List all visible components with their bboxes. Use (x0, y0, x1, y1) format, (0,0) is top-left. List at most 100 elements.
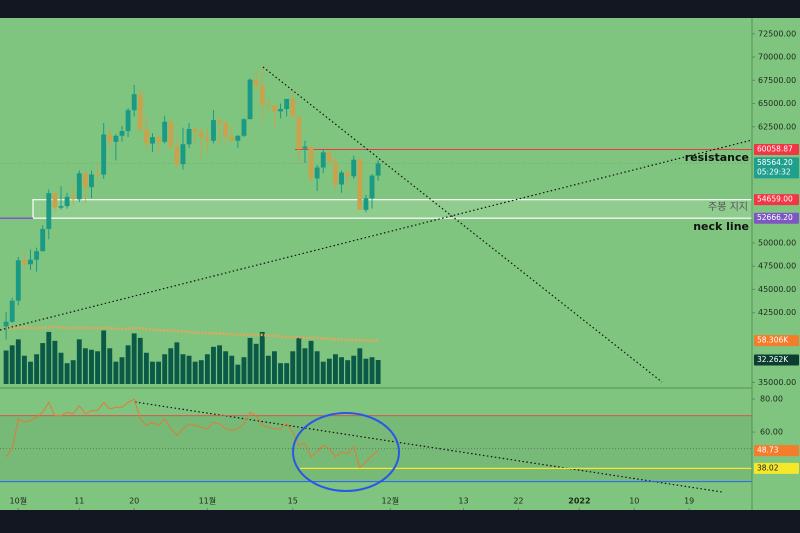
candle-body (34, 251, 40, 260)
price-tag: 52666.20 (757, 213, 793, 222)
candle-body (247, 79, 253, 120)
y-tick-label: 47500.00 (758, 262, 796, 271)
volume-ma-tag-box (754, 335, 799, 347)
rsi-tick-label: 60.00 (760, 428, 783, 437)
candle-body (351, 159, 357, 177)
candle-body (272, 105, 277, 112)
volume-bar (308, 340, 314, 384)
x-tick-label: 19 (684, 497, 694, 506)
price-tag: 54659.00 (757, 195, 793, 204)
volume-bar (369, 357, 375, 384)
countdown: 05:29:32 (757, 167, 791, 176)
x-tick-label: 22 (513, 497, 523, 506)
y-tick-label: 70000.00 (758, 53, 796, 62)
rsi-tick-label: 80.00 (760, 395, 783, 404)
rsi-band (0, 415, 752, 482)
candle-body (284, 98, 290, 110)
x-tick-label: 10월 (10, 496, 28, 506)
candle-body (156, 137, 162, 142)
candle-body (125, 110, 131, 132)
candle-body (46, 193, 52, 229)
volume-bar (76, 339, 82, 384)
volume-bar (241, 357, 247, 384)
candle-body (198, 132, 204, 138)
candle-body (296, 116, 302, 149)
volume-bar (9, 345, 15, 384)
price-tag-box (754, 194, 799, 206)
volume-bar (52, 340, 58, 384)
candle-body (375, 163, 381, 176)
trend-line (262, 66, 663, 383)
volume-bar (253, 343, 259, 384)
volume-bar (21, 355, 27, 384)
candle-body (168, 121, 174, 147)
volume-bar (320, 361, 326, 384)
y-tick-label: 62500.00 (758, 122, 796, 131)
volume-bar (339, 357, 344, 384)
candle-body (357, 159, 363, 210)
candle-body (137, 94, 143, 130)
volume-bar (89, 349, 94, 384)
candle-body (223, 122, 229, 137)
volume-bar (28, 361, 33, 384)
volume-bar (3, 350, 9, 384)
rsi-line (5, 398, 379, 469)
volume-bar (278, 363, 283, 384)
volume-bar (229, 355, 235, 384)
candle-body (21, 260, 27, 265)
y-tick-label: 42500.00 (758, 308, 796, 317)
candle-body (58, 206, 64, 208)
volume-bar (345, 360, 351, 384)
volume-bar (259, 331, 265, 384)
rsi-tag-box (754, 445, 799, 457)
candle-body (302, 146, 308, 149)
volume-bar (186, 355, 192, 384)
candle-body (143, 129, 149, 144)
x-tick-label: 15 (288, 497, 298, 506)
volume-bar (64, 363, 70, 384)
support-zone (32, 199, 753, 219)
candle-body (217, 120, 223, 123)
price-tag-box (754, 143, 799, 155)
candle-body (107, 134, 113, 142)
volume-bar (284, 363, 290, 384)
volume-bar (40, 343, 46, 384)
volume-bar (223, 351, 229, 384)
candle-body (89, 174, 94, 188)
candle-body (235, 135, 241, 141)
candle-body (131, 94, 137, 111)
volume-bar (101, 330, 107, 384)
volume-bar (217, 345, 223, 384)
volume-bar (235, 364, 241, 384)
volume-bar (333, 354, 338, 384)
candle-body (345, 172, 351, 177)
y-tick-label: 67500.00 (758, 76, 796, 85)
candle-body (363, 198, 369, 210)
x-tick-label: 11 (74, 497, 84, 506)
candle-body (320, 152, 326, 168)
y-tick-label: 72500.00 (758, 29, 796, 38)
candle-body (278, 109, 283, 112)
candle-body (241, 119, 247, 136)
candle-body (15, 260, 21, 301)
candle-body (259, 85, 265, 105)
candle-body (82, 173, 88, 188)
volume-bar (375, 359, 381, 384)
volume-bar (168, 348, 174, 384)
candle-body (290, 98, 296, 117)
volume-bar (137, 337, 143, 384)
candle-body (3, 321, 9, 327)
candle-body (150, 137, 155, 144)
price-tag: 60058.87 (757, 144, 793, 153)
volume-bar (131, 333, 137, 384)
volume-bar (302, 348, 308, 384)
volume-bar (156, 361, 162, 384)
trend-line (134, 401, 723, 493)
y-tick-label: 35000.00 (758, 378, 796, 387)
volume-bar (143, 352, 149, 384)
candle-body (204, 137, 210, 141)
volume-tag: 32.262K (757, 355, 789, 364)
support-label: 주봉 지지 (708, 201, 748, 213)
